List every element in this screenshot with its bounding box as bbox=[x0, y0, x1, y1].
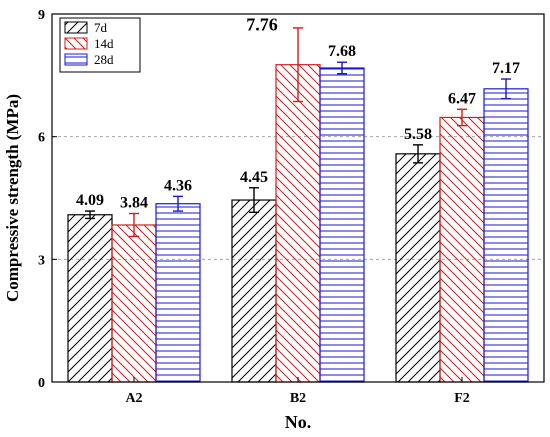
y-axis-label: Compressive strength (MPa) bbox=[3, 94, 22, 302]
error-bars bbox=[85, 27, 511, 238]
bar-28d-B2 bbox=[319, 67, 365, 383]
error-bar-28d-A2 bbox=[173, 195, 183, 212]
legend-swatch-7d bbox=[64, 21, 88, 34]
bar-28d-A2 bbox=[155, 203, 201, 383]
bar-14d-A2 bbox=[111, 224, 157, 383]
error-bar-14d-B2 bbox=[293, 27, 303, 103]
data-label-28d-B2: 7.68 bbox=[328, 43, 356, 60]
data-label-14d-A2: 3.84 bbox=[120, 195, 148, 212]
error-bar-14d-A2 bbox=[129, 212, 139, 238]
bar-14d-F2 bbox=[439, 116, 485, 383]
x-axis-ticks: A2 B2 F2 bbox=[125, 377, 470, 406]
error-bar-14d-F2 bbox=[457, 108, 467, 127]
legend-label-28d: 28d bbox=[94, 52, 114, 67]
error-bar-28d-B2 bbox=[337, 61, 347, 75]
legend-label-14d: 14d bbox=[94, 36, 114, 51]
y-axis-ticks: 0 3 6 9 bbox=[38, 8, 57, 391]
y-tick-label: 6 bbox=[38, 131, 45, 146]
data-label-7d-B2: 4.45 bbox=[240, 169, 268, 186]
bar-14d-B2 bbox=[275, 64, 321, 383]
legend-label-7d: 7d bbox=[94, 20, 108, 35]
y-tick-label: 9 bbox=[38, 8, 45, 23]
error-bar-7d-F2 bbox=[413, 144, 423, 164]
legend-swatch-28d bbox=[64, 53, 88, 66]
error-bar-28d-F2 bbox=[501, 78, 511, 100]
bar-7d-A2 bbox=[67, 214, 113, 383]
data-label-7d-A2: 4.09 bbox=[76, 192, 104, 209]
x-tick-label: A2 bbox=[125, 391, 142, 406]
error-bar-7d-B2 bbox=[249, 187, 259, 214]
data-label-28d-F2: 7.17 bbox=[492, 60, 520, 77]
bar-labels: 4.09 3.84 4.36 4.45 7.76 7.68 5.58 6.47 7.17 bbox=[76, 15, 520, 212]
bar-7d-F2 bbox=[395, 153, 441, 383]
legend-swatch-14d bbox=[64, 37, 88, 50]
y-tick-label: 3 bbox=[38, 253, 45, 268]
data-label-7d-F2: 5.58 bbox=[404, 126, 432, 143]
error-bar-7d-A2 bbox=[85, 210, 95, 220]
data-label-14d-B2: 7.76 bbox=[246, 15, 278, 35]
bar-7d-B2 bbox=[231, 199, 277, 383]
data-label-28d-A2: 4.36 bbox=[164, 177, 192, 194]
x-tick-label: F2 bbox=[454, 391, 470, 406]
bar-28d-F2 bbox=[483, 88, 529, 383]
y-tick-label: 0 bbox=[38, 376, 45, 391]
x-tick-label: B2 bbox=[290, 391, 306, 406]
bars bbox=[67, 64, 529, 383]
data-label-14d-F2: 6.47 bbox=[448, 90, 476, 107]
x-axis-label: No. bbox=[285, 412, 312, 432]
